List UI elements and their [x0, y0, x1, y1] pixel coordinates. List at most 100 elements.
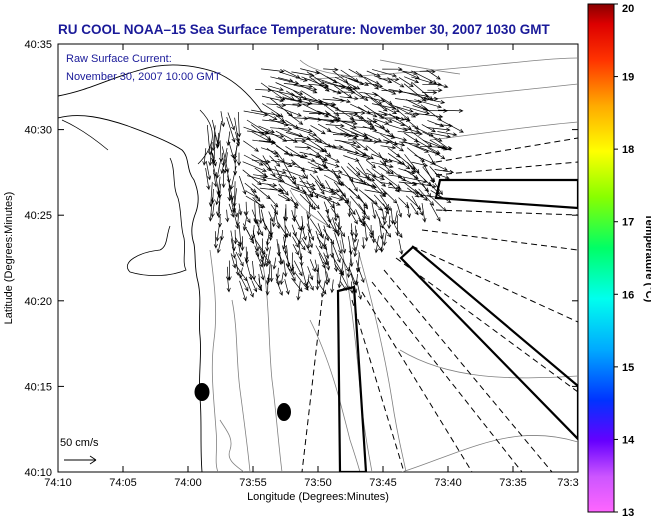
- y-tick-label: 40:35: [24, 39, 52, 51]
- current-vector: [354, 225, 359, 238]
- current-vector: [285, 263, 296, 282]
- colorbar-ticks: 20 19 18 17 16 15 14 13: [614, 3, 635, 518]
- current-vector: [268, 85, 284, 92]
- current-vector: [208, 141, 213, 167]
- current-vector: [316, 194, 341, 206]
- current-vector: [230, 238, 237, 259]
- scale-arrow: [64, 455, 97, 465]
- current-vector: [275, 278, 283, 296]
- current-vector: [238, 203, 243, 216]
- current-vector: [437, 146, 453, 151]
- current-vector: [208, 197, 213, 222]
- current-vector: [230, 195, 239, 218]
- current-vector: [279, 71, 308, 82]
- current-vector: [421, 182, 432, 198]
- x-tick-label: 73:45: [369, 477, 397, 489]
- current-vector: [272, 257, 277, 270]
- current-vector: [259, 250, 264, 264]
- current-vector: [422, 166, 436, 183]
- current-vector: [235, 131, 241, 147]
- current-vector: [346, 83, 369, 102]
- current-vector: [357, 106, 371, 115]
- current-vector: [252, 196, 264, 209]
- current-vector: [335, 126, 358, 140]
- current-vector: [229, 166, 237, 190]
- current-vector: [339, 110, 366, 115]
- current-vector: [324, 144, 344, 150]
- current-vector: [372, 83, 397, 95]
- current-vector: [426, 127, 451, 132]
- current-vector: [210, 188, 215, 204]
- current-vector: [430, 190, 452, 203]
- current-vector: [219, 229, 224, 241]
- current-vector: [355, 70, 379, 90]
- current-vector: [331, 207, 339, 219]
- current-vector: [343, 155, 360, 162]
- current-vector: [371, 235, 383, 252]
- current-vector: [226, 279, 231, 293]
- current-vector: [294, 165, 318, 174]
- current-vector: [292, 232, 306, 251]
- current-vector: [347, 236, 353, 256]
- station-marker: [194, 383, 210, 401]
- current-vector: [410, 203, 419, 216]
- current-vector: [330, 279, 335, 294]
- current-vectors: [202, 67, 464, 302]
- y-tick-label: 40:10: [24, 467, 52, 479]
- current-vector: [331, 104, 355, 120]
- current-vector: [240, 236, 245, 252]
- x-tick-label: 73:55: [239, 477, 267, 489]
- current-vector: [269, 264, 274, 283]
- current-vector: [293, 154, 316, 163]
- current-vector: [265, 280, 270, 296]
- current-vector: [340, 195, 356, 216]
- current-vector: [260, 238, 265, 261]
- colorbar-tick-label: 18: [622, 144, 634, 156]
- current-vector: [307, 194, 320, 210]
- colorbar-tick-label: 17: [622, 217, 634, 229]
- current-vector: [429, 81, 449, 89]
- current-vector: [411, 195, 424, 216]
- current-vector: [212, 169, 218, 188]
- current-vector: [372, 176, 387, 187]
- current-vector: [347, 201, 352, 218]
- current-vector: [338, 188, 350, 203]
- current-vector: [284, 225, 291, 238]
- current-vector: [261, 95, 285, 103]
- current-vector: [427, 147, 446, 160]
- current-vector: [427, 88, 443, 93]
- current-vector: [286, 112, 304, 125]
- current-vector: [398, 238, 404, 255]
- current-vector: [350, 127, 368, 137]
- current-vector: [334, 139, 357, 145]
- current-vector: [316, 175, 324, 188]
- current-vector: [247, 175, 267, 182]
- current-vector: [332, 97, 351, 104]
- current-vector: [340, 232, 347, 254]
- current-vector: [387, 215, 392, 230]
- current-vector: [403, 91, 431, 101]
- current-vector: [404, 169, 419, 180]
- current-vector: [294, 145, 312, 150]
- current-vector: [397, 159, 411, 170]
- current-vector: [422, 90, 438, 95]
- current-vector: [378, 165, 391, 174]
- current-vector: [244, 182, 257, 193]
- current-vector: [356, 279, 363, 300]
- current-vector: [374, 112, 393, 123]
- current-vector: [404, 112, 420, 117]
- current-vector: [354, 148, 375, 160]
- x-tick-label: 73:35: [499, 477, 527, 489]
- current-vector: [262, 103, 284, 118]
- current-vector: [283, 83, 314, 89]
- current-vector: [293, 127, 317, 137]
- current-vector: [301, 186, 313, 209]
- coastline-inlet: [127, 157, 187, 276]
- current-vector: [311, 166, 325, 172]
- current-vector: [234, 215, 240, 230]
- current-vector: [296, 280, 301, 301]
- current-vector: [411, 131, 433, 147]
- current-vector: [366, 70, 381, 78]
- annotation-line-2: November 30, 2007 10:00 GMT: [66, 71, 221, 83]
- current-vector: [340, 173, 365, 183]
